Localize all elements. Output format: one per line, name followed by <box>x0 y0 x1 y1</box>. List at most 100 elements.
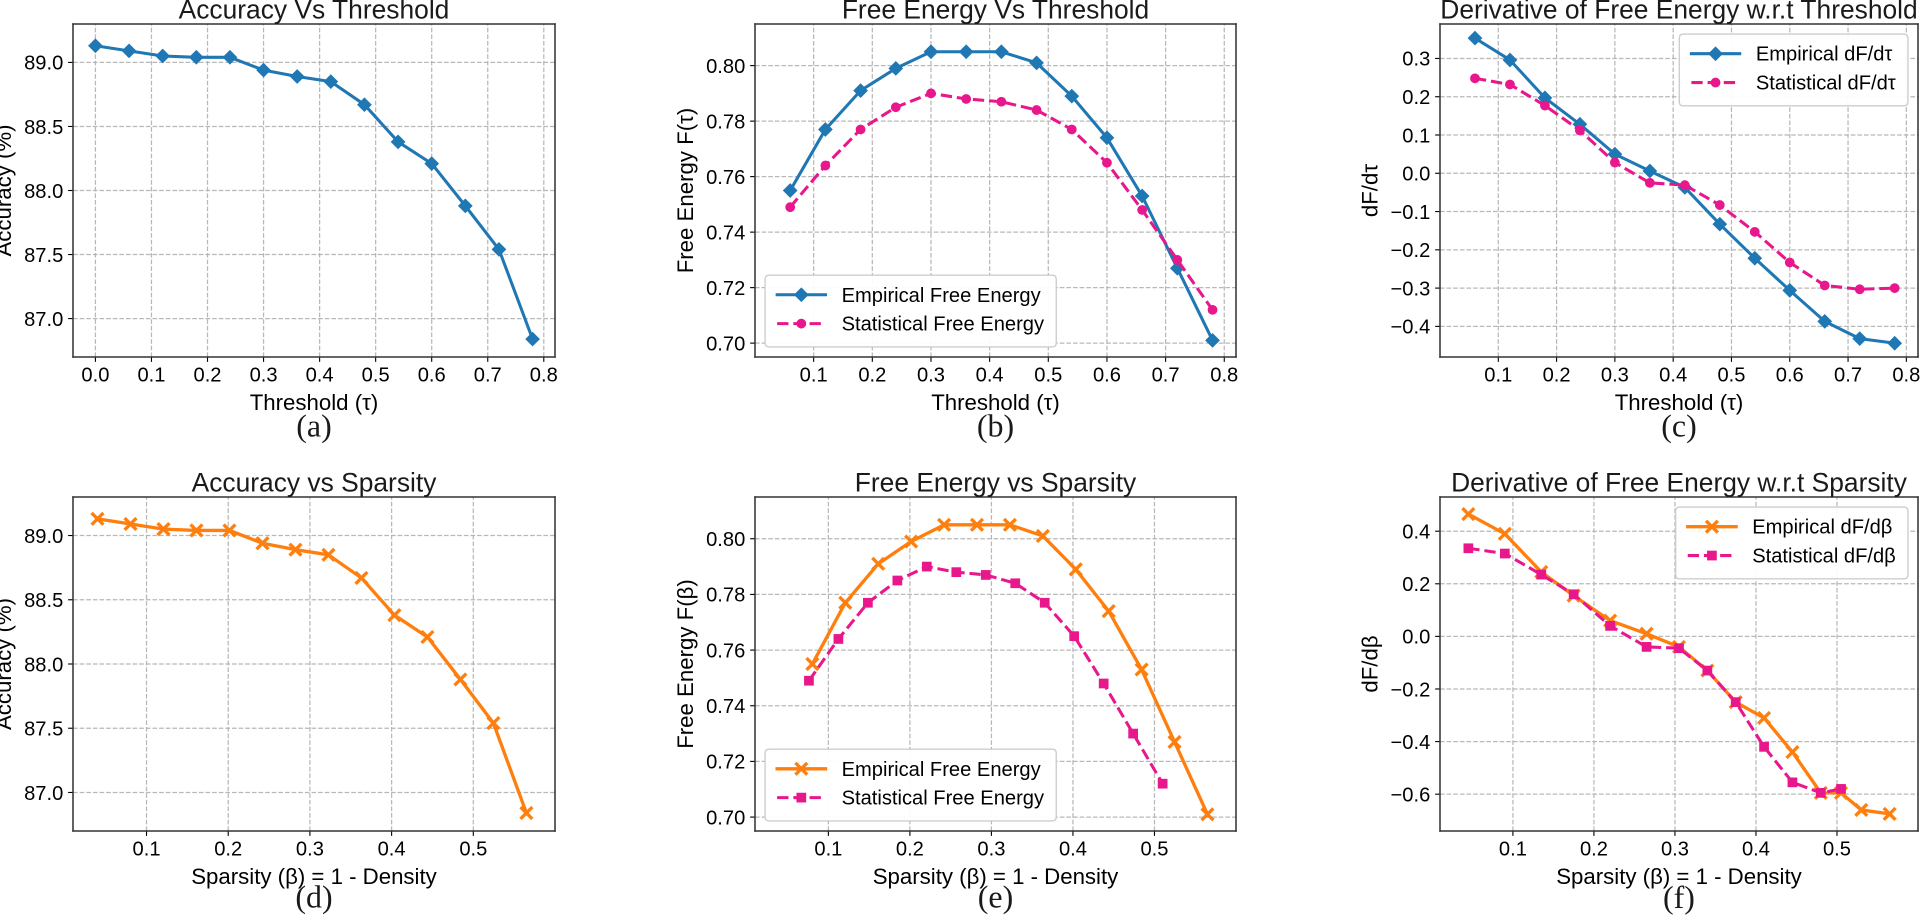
svg-text:Empirical Free Energy: Empirical Free Energy <box>842 759 1042 781</box>
svg-text:Statistical dF/dβ: Statistical dF/dβ <box>1752 546 1896 568</box>
svg-text:0.8: 0.8 <box>530 364 558 386</box>
svg-text:(a): (a) <box>296 409 331 444</box>
svg-text:0.1: 0.1 <box>1402 125 1430 147</box>
svg-text:0.5: 0.5 <box>459 838 487 860</box>
svg-text:0.2: 0.2 <box>1402 574 1430 596</box>
svg-text:88.0: 88.0 <box>24 654 63 676</box>
svg-text:0.3: 0.3 <box>977 838 1005 860</box>
svg-text:0.0: 0.0 <box>81 364 109 386</box>
svg-text:0.74: 0.74 <box>706 696 745 718</box>
svg-text:Statistical dF/dτ: Statistical dF/dτ <box>1756 73 1896 95</box>
svg-text:Accuracy vs Sparsity: Accuracy vs Sparsity <box>192 468 438 498</box>
svg-text:0.5: 0.5 <box>1717 364 1745 386</box>
svg-text:Statistical Free Energy: Statistical Free Energy <box>842 788 1045 810</box>
svg-text:dF/dτ: dF/dτ <box>1358 164 1383 217</box>
svg-text:0.78: 0.78 <box>706 111 745 133</box>
svg-text:Derivative of Free Energy w.r.: Derivative of Free Energy w.r.t Sparsity <box>1451 468 1908 498</box>
svg-text:0.72: 0.72 <box>706 752 745 774</box>
svg-text:0.4: 0.4 <box>306 364 334 386</box>
svg-text:dF/dβ: dF/dβ <box>1358 635 1383 692</box>
svg-text:Statistical Free Energy: Statistical Free Energy <box>842 314 1045 336</box>
svg-text:Empirical dF/dβ: Empirical dF/dβ <box>1752 517 1892 539</box>
svg-text:0.3: 0.3 <box>1661 838 1689 860</box>
svg-text:0.6: 0.6 <box>1093 364 1121 386</box>
svg-text:0.4: 0.4 <box>378 838 406 860</box>
svg-text:0.4: 0.4 <box>976 364 1004 386</box>
svg-text:0.1: 0.1 <box>137 364 165 386</box>
svg-text:Accuracy (%): Accuracy (%) <box>0 124 16 256</box>
svg-text:0.2: 0.2 <box>1543 364 1571 386</box>
svg-text:−0.3: −0.3 <box>1391 278 1431 300</box>
svg-text:87.5: 87.5 <box>24 245 63 267</box>
svg-text:−0.2: −0.2 <box>1391 679 1431 701</box>
svg-text:0.1: 0.1 <box>800 364 828 386</box>
svg-text:0.3: 0.3 <box>1601 364 1629 386</box>
svg-text:0.8: 0.8 <box>1210 364 1238 386</box>
svg-text:0.80: 0.80 <box>706 529 745 551</box>
svg-text:88.0: 88.0 <box>24 181 63 203</box>
svg-text:−0.2: −0.2 <box>1391 240 1431 262</box>
svg-text:0.7: 0.7 <box>1152 364 1180 386</box>
svg-text:−0.1: −0.1 <box>1391 202 1431 224</box>
svg-text:0.76: 0.76 <box>706 167 745 189</box>
svg-text:0.0: 0.0 <box>1402 164 1430 186</box>
svg-text:(f): (f) <box>1663 880 1695 915</box>
svg-text:0.70: 0.70 <box>706 807 745 829</box>
svg-text:Empirical Free Energy: Empirical Free Energy <box>842 285 1042 307</box>
svg-text:Derivative of Free Energy w.r.: Derivative of Free Energy w.r.t Threshol… <box>1440 0 1917 25</box>
svg-text:0.3: 0.3 <box>1402 49 1430 71</box>
svg-text:0.72: 0.72 <box>706 278 745 300</box>
svg-text:Accuracy (%): Accuracy (%) <box>0 598 16 730</box>
svg-text:0.2: 0.2 <box>1580 838 1608 860</box>
svg-text:0.5: 0.5 <box>362 364 390 386</box>
svg-text:0.5: 0.5 <box>1034 364 1062 386</box>
svg-text:(b): (b) <box>977 409 1014 444</box>
svg-text:0.2: 0.2 <box>194 364 222 386</box>
svg-text:Free Energy F(τ): Free Energy F(τ) <box>673 108 698 274</box>
svg-text:−0.6: −0.6 <box>1391 784 1431 806</box>
svg-text:89.0: 89.0 <box>24 53 63 75</box>
svg-text:0.1: 0.1 <box>133 838 161 860</box>
svg-text:0.8: 0.8 <box>1892 364 1920 386</box>
svg-text:87.0: 87.0 <box>24 309 63 331</box>
svg-text:0.1: 0.1 <box>1484 364 1512 386</box>
svg-text:0.4: 0.4 <box>1659 364 1687 386</box>
svg-text:0.6: 0.6 <box>418 364 446 386</box>
svg-text:(c): (c) <box>1661 409 1696 444</box>
svg-text:89.0: 89.0 <box>24 526 63 548</box>
svg-text:0.0: 0.0 <box>1402 627 1430 649</box>
svg-text:0.76: 0.76 <box>706 640 745 662</box>
svg-text:−0.4: −0.4 <box>1391 317 1431 339</box>
svg-text:0.2: 0.2 <box>1402 87 1430 109</box>
svg-text:0.2: 0.2 <box>896 838 924 860</box>
svg-text:Free Energy Vs Threshold: Free Energy Vs Threshold <box>842 0 1149 25</box>
svg-text:88.5: 88.5 <box>24 590 63 612</box>
svg-text:0.5: 0.5 <box>1823 838 1851 860</box>
svg-text:0.2: 0.2 <box>858 364 886 386</box>
svg-text:(d): (d) <box>295 880 332 915</box>
svg-text:88.5: 88.5 <box>24 117 63 139</box>
svg-text:0.6: 0.6 <box>1776 364 1804 386</box>
svg-text:0.3: 0.3 <box>296 838 324 860</box>
svg-text:87.5: 87.5 <box>24 719 63 741</box>
svg-text:0.3: 0.3 <box>917 364 945 386</box>
svg-text:Free Energy F(β): Free Energy F(β) <box>673 579 698 749</box>
svg-text:0.4: 0.4 <box>1059 838 1087 860</box>
svg-text:−0.4: −0.4 <box>1391 732 1431 754</box>
svg-text:0.2: 0.2 <box>214 838 242 860</box>
svg-text:0.74: 0.74 <box>706 222 745 244</box>
svg-text:Free Energy vs Sparsity: Free Energy vs Sparsity <box>855 468 1137 498</box>
svg-text:0.7: 0.7 <box>1834 364 1862 386</box>
svg-text:Accuracy Vs Threshold: Accuracy Vs Threshold <box>179 0 450 25</box>
svg-text:0.3: 0.3 <box>250 364 278 386</box>
svg-text:87.0: 87.0 <box>24 783 63 805</box>
svg-text:(e): (e) <box>978 880 1013 915</box>
svg-text:0.70: 0.70 <box>706 333 745 355</box>
svg-text:0.7: 0.7 <box>474 364 502 386</box>
svg-text:0.80: 0.80 <box>706 56 745 78</box>
svg-text:0.4: 0.4 <box>1402 521 1430 543</box>
svg-text:0.1: 0.1 <box>814 838 842 860</box>
svg-text:0.4: 0.4 <box>1742 838 1770 860</box>
svg-text:0.5: 0.5 <box>1140 838 1168 860</box>
svg-text:0.1: 0.1 <box>1499 838 1527 860</box>
